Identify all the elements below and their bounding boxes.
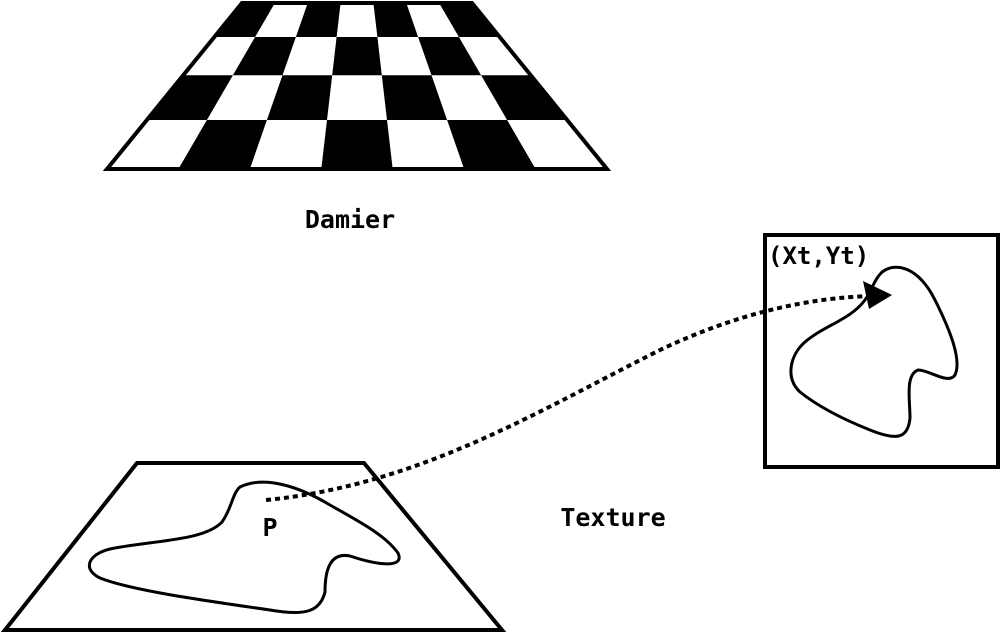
checker-square <box>295 3 341 37</box>
coords-label: (Xt,Yt) <box>768 242 869 270</box>
checker-square <box>178 120 267 169</box>
checker-square <box>321 120 393 169</box>
surface-blob-shape <box>87 480 401 614</box>
checker-square <box>146 75 233 120</box>
checkerboard-outline <box>102 1 612 171</box>
texture-frame <box>763 233 1000 469</box>
checker-square <box>439 3 500 37</box>
checkerboard-label: Damier <box>305 205 395 234</box>
checker-square <box>381 75 448 120</box>
checker-square <box>332 37 382 76</box>
checker-square <box>266 75 333 120</box>
checker-square <box>214 3 275 37</box>
point-p-label: P <box>262 513 277 542</box>
texture-blob-shape <box>789 265 959 438</box>
checker-square <box>447 120 536 169</box>
surface-plane <box>0 461 507 632</box>
checker-square <box>232 37 296 76</box>
checker-square <box>481 75 568 120</box>
texture-label: Texture <box>560 503 665 532</box>
mapping-arrow-curve <box>265 294 871 502</box>
checkerboard <box>146 3 568 169</box>
checker-square <box>418 37 482 76</box>
checker-square <box>373 3 419 37</box>
